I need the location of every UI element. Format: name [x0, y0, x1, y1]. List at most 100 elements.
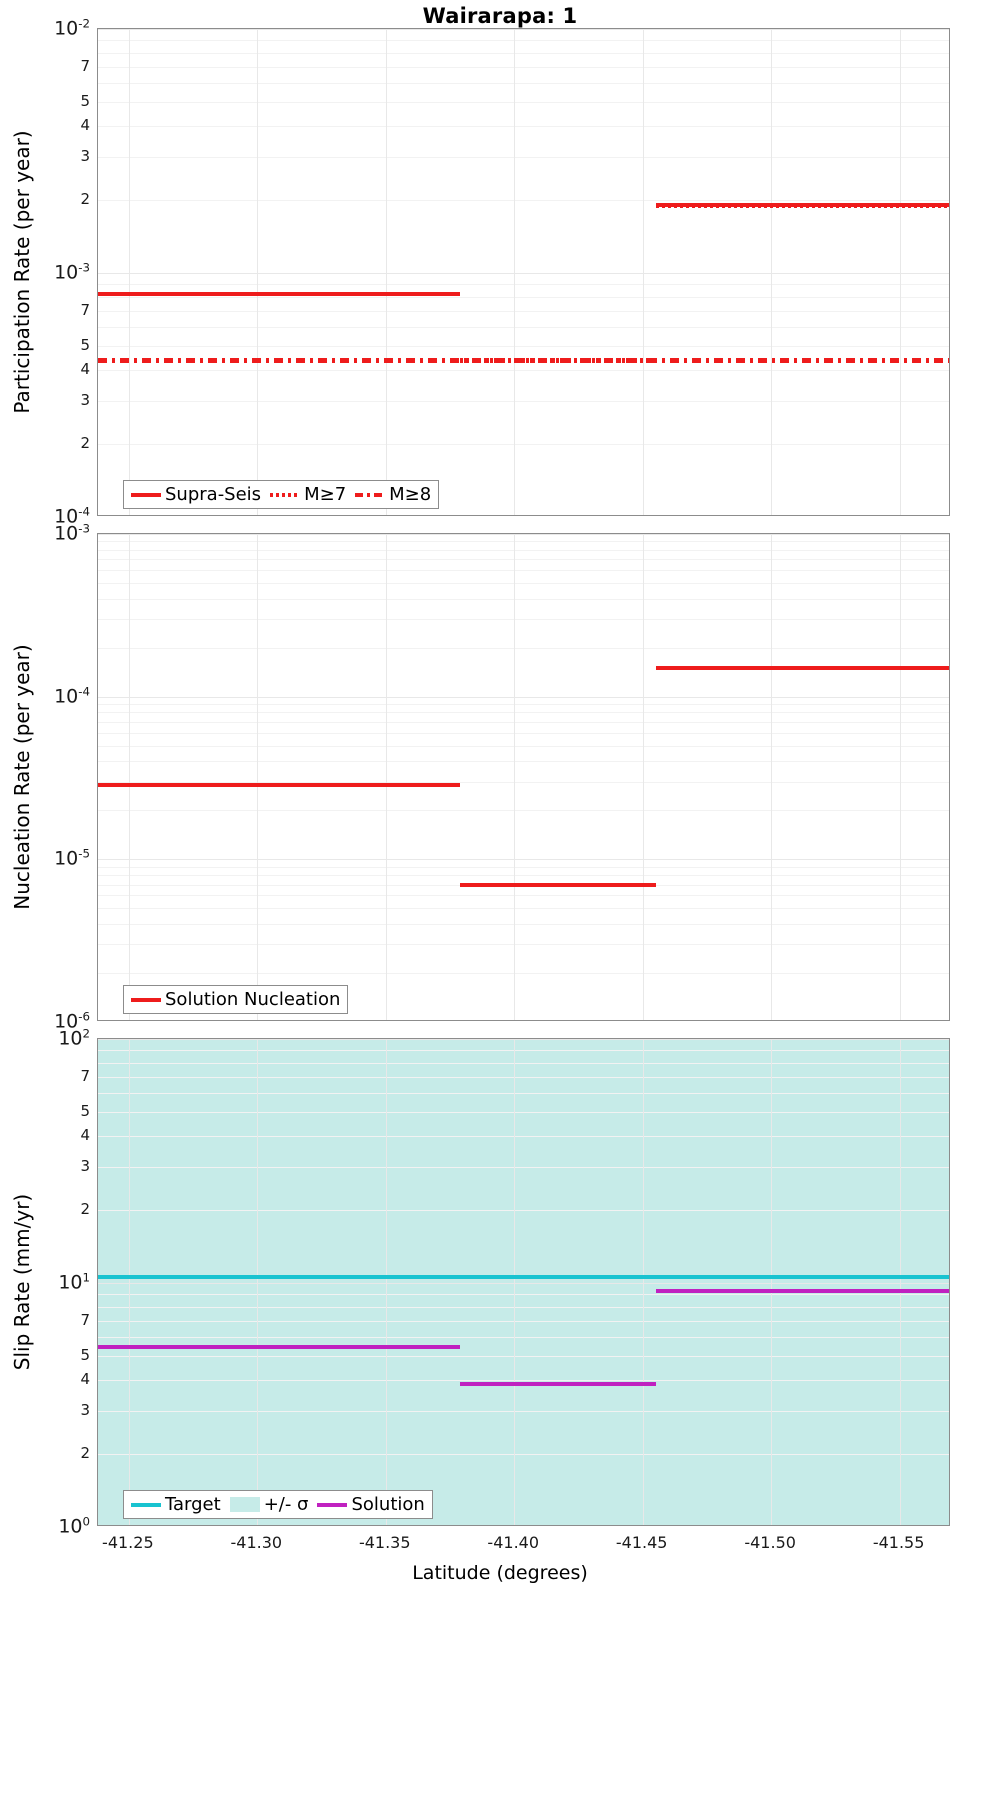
- gridline-horizontal-minor: [98, 810, 949, 812]
- legend-entry[interactable]: M≥8: [355, 484, 431, 505]
- gridline-horizontal-minor: [98, 570, 949, 572]
- gridline-vertical: [899, 1039, 901, 1525]
- gridline-horizontal: [98, 859, 949, 861]
- legend-label: M≥7: [304, 484, 347, 505]
- gridline-vertical: [128, 1039, 130, 1525]
- gridline-horizontal-minor: [98, 541, 949, 543]
- y-tick-minor: 3: [80, 146, 90, 165]
- y-tick-major: 10-6: [54, 1009, 90, 1033]
- legend-entry[interactable]: Solution Nucleation: [131, 989, 340, 1010]
- y-tick-minor: 4: [80, 360, 90, 379]
- gridline-horizontal: [98, 696, 949, 698]
- gridline-horizontal-minor: [98, 52, 949, 54]
- x-tick-label: -41.50: [744, 1533, 796, 1552]
- y-tick-minor: 2: [80, 433, 90, 452]
- legend-label: Target: [165, 1494, 221, 1515]
- gridline-horizontal-minor: [98, 866, 949, 868]
- legend-entry[interactable]: Supra-Seis: [131, 484, 261, 505]
- gridline-horizontal-minor: [98, 944, 949, 946]
- data-series-segment: [98, 1274, 949, 1279]
- gridline-horizontal-minor: [98, 1093, 949, 1095]
- gridline-horizontal-minor: [98, 924, 949, 926]
- gridline-horizontal-minor: [98, 370, 949, 372]
- legend-sliprate[interactable]: Target +/- σ Solution: [123, 1490, 433, 1519]
- gridline-horizontal: [98, 1283, 949, 1284]
- gridline-vertical: [128, 534, 130, 1020]
- legend-entry[interactable]: M≥7: [270, 484, 346, 505]
- plot-area-nucleation: [97, 533, 950, 1021]
- gridline-horizontal-minor: [98, 40, 949, 42]
- legend-swatch-solid-red-icon: [131, 492, 161, 497]
- y-axis-label-participation: Participation Rate (per year): [10, 130, 34, 414]
- x-tick-label: -41.35: [358, 1533, 411, 1552]
- gridline-vertical: [128, 29, 130, 515]
- y-tick-major: 100: [58, 1514, 90, 1538]
- y-tick-major: 102: [58, 1026, 90, 1050]
- legend-swatch-solid-red-icon: [131, 997, 161, 1002]
- legend-entry[interactable]: +/- σ: [229, 1494, 309, 1515]
- legend-participation[interactable]: Supra-Seis M≥7 M≥8: [123, 480, 440, 509]
- y-tick-minor: 3: [80, 390, 90, 409]
- y-tick-major: 10-3: [54, 521, 90, 545]
- y-tick-minor: 2: [80, 1199, 90, 1218]
- y-tick-minor: 2: [80, 1443, 90, 1462]
- gridline-horizontal-minor: [98, 126, 949, 128]
- x-tick-label: -41.45: [615, 1533, 668, 1552]
- gridline-horizontal-minor: [98, 973, 949, 975]
- gridline-vertical: [514, 534, 516, 1020]
- y-tick-minor: 4: [80, 1370, 90, 1389]
- plot-area-slip-rate: [97, 1038, 950, 1526]
- data-series-segment: [460, 882, 656, 887]
- gridline-vertical: [514, 29, 516, 515]
- data-series-segment: [655, 202, 949, 208]
- gridline-horizontal-minor: [98, 582, 949, 584]
- panel-slip-rate: [97, 1038, 950, 1526]
- x-axis-label: Latitude (degrees): [412, 1562, 588, 1584]
- data-series-segment: [98, 783, 461, 788]
- y-tick-minor: 5: [80, 336, 90, 355]
- data-series-segment: [98, 357, 949, 363]
- gridline-horizontal-minor: [98, 745, 949, 747]
- gridline-horizontal-minor: [98, 83, 949, 85]
- gridline-horizontal-minor: [98, 156, 949, 158]
- y-tick-minor: 2: [80, 189, 90, 208]
- y-axis-label-nucleation: Nucleation Rate (per year): [10, 644, 34, 910]
- y-tick-minor: 5: [80, 92, 90, 111]
- data-series-segment: [98, 292, 461, 297]
- legend-entry[interactable]: Solution: [317, 1494, 425, 1515]
- gridline-vertical: [257, 1039, 259, 1525]
- gridline-horizontal-minor: [98, 296, 949, 298]
- gridline-horizontal-minor: [98, 1356, 949, 1358]
- panel-participation-rate: [97, 28, 950, 516]
- gridline-horizontal-minor: [98, 1050, 949, 1052]
- gridline-vertical: [899, 29, 901, 515]
- gridline-horizontal-minor: [98, 1136, 949, 1138]
- y-tick-minor: 5: [80, 1346, 90, 1365]
- gridline-horizontal-minor: [98, 549, 949, 551]
- gridline-horizontal-minor: [98, 66, 949, 68]
- gridline-vertical: [514, 1039, 516, 1525]
- gridline-vertical: [642, 534, 644, 1020]
- gridline-vertical: [385, 1039, 387, 1525]
- gridline-horizontal-minor: [98, 619, 949, 621]
- x-tick-label: -41.30: [230, 1533, 283, 1552]
- gridline-vertical: [771, 534, 773, 1020]
- y-tick-minor: 7: [80, 1310, 90, 1329]
- legend-nucleation[interactable]: Solution Nucleation: [123, 985, 349, 1014]
- legend-entry[interactable]: Target: [131, 1494, 221, 1515]
- y-tick-major: 10-3: [54, 260, 90, 284]
- legend-swatch-band-icon: [229, 1497, 260, 1512]
- gridline-horizontal: [98, 1039, 949, 1040]
- gridline-vertical: [257, 29, 259, 515]
- y-tick-minor: 5: [80, 1102, 90, 1121]
- gridline-horizontal-minor: [98, 704, 949, 706]
- legend-label: +/- σ: [263, 1494, 309, 1515]
- gridline-horizontal-minor: [98, 346, 949, 348]
- gridline-horizontal-minor: [98, 1209, 949, 1211]
- gridline-horizontal-minor: [98, 875, 949, 877]
- gridline-horizontal-minor: [98, 199, 949, 201]
- y-tick-minor: 7: [80, 1066, 90, 1085]
- y-tick-major: 101: [58, 1270, 90, 1294]
- gridline-horizontal-minor: [98, 895, 949, 897]
